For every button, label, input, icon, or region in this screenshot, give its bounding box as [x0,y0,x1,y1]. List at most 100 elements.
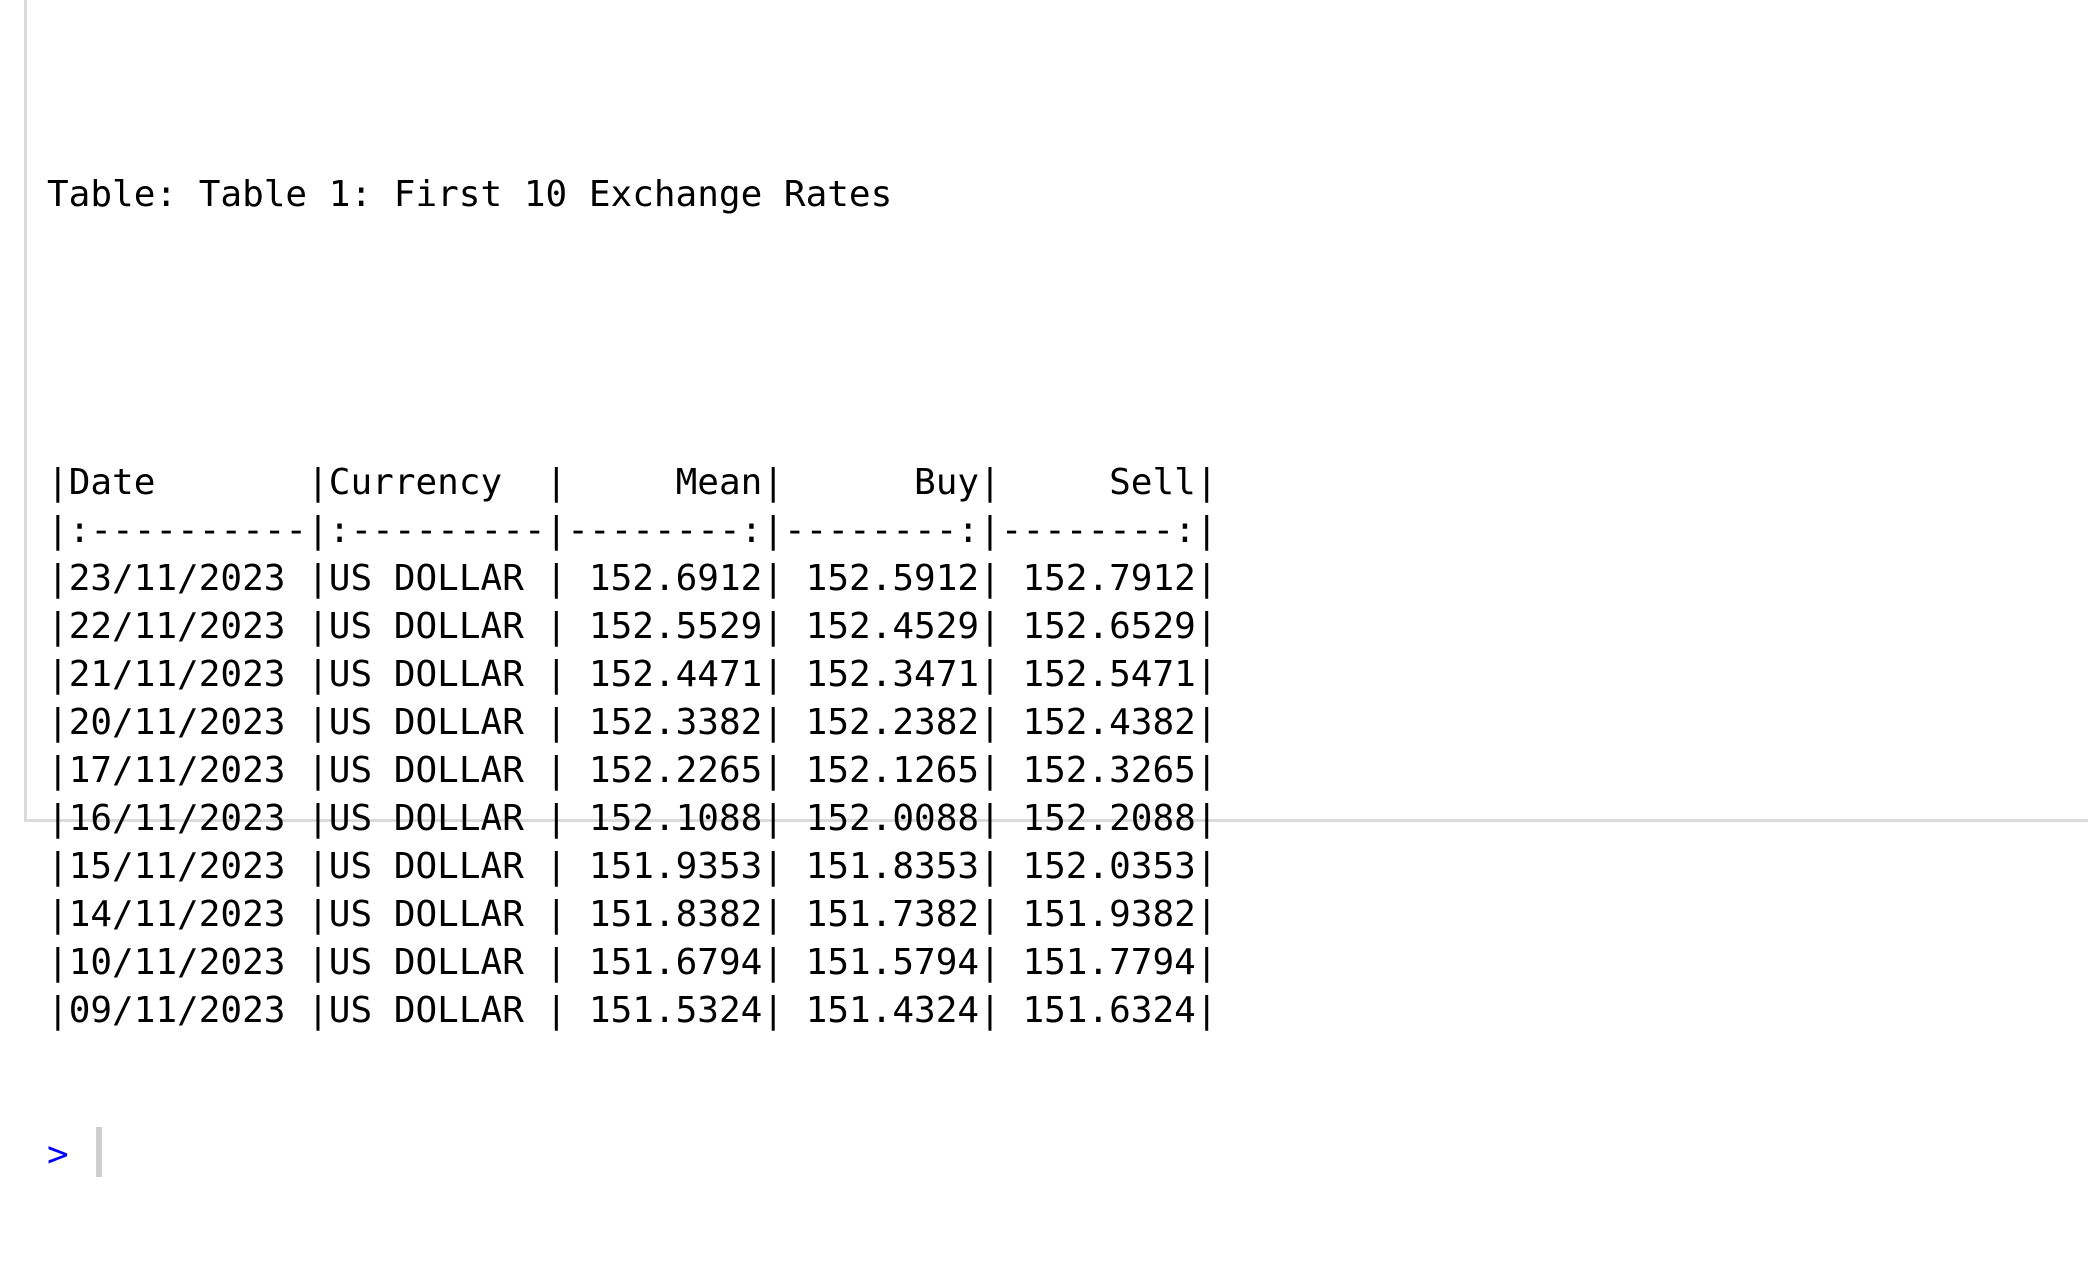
table-cell: 17/11/2023 [68,750,308,791]
text-cursor [96,1127,102,1177]
table-pipe: | [545,606,568,647]
table-cell: 152.4471 [567,654,763,695]
table-cell: Buy [784,462,980,503]
table-pipe: | [1195,702,1218,743]
table-separator-row: |:----------|:---------|--------:|------… [47,507,1218,555]
table-pipe: | [1195,798,1218,839]
table-pipe: | [47,606,69,647]
table-cell: 152.0353 [1000,846,1196,887]
table-cell: 152.6912 [567,558,763,599]
table-cell: US DOLLAR [328,558,546,599]
table-pipe: | [762,798,784,839]
table-row: |22/11/2023 |US DOLLAR | 152.5529| 152.4… [47,603,1218,651]
table-cell: 20/11/2023 [68,702,308,743]
table-cell: 151.6324 [1000,990,1196,1031]
table-row: |16/11/2023 |US DOLLAR | 152.1088| 152.0… [47,795,1218,843]
table-pipe: | [762,846,784,887]
table-pipe: | [762,558,784,599]
table-pipe: | [47,510,69,551]
table-cell: 14/11/2023 [68,894,308,935]
markdown-table: |Date |Currency | Mean| Buy| Sell| |:----… [47,459,1218,1035]
table-pipe: | [307,942,329,983]
table-pipe: | [307,990,329,1031]
table-pipe: | [979,750,1001,791]
table-row: |14/11/2023 |US DOLLAR | 151.8382| 151.7… [47,891,1218,939]
table-pipe: | [762,750,784,791]
table-pipe: | [545,558,568,599]
table-pipe: | [762,462,784,503]
table-pipe: | [47,846,69,887]
table-pipe: | [762,894,784,935]
table-cell: --------: [784,510,980,551]
table-pipe: | [545,894,568,935]
table-cell: US DOLLAR [328,702,546,743]
table-cell: Mean [567,462,763,503]
table-cell: 152.1088 [567,798,763,839]
table-cell: 151.8382 [567,894,763,935]
table-cell: 151.7794 [1000,942,1196,983]
table-cell: US DOLLAR [328,750,546,791]
table-cell: 152.6529 [1000,606,1196,647]
table-pipe: | [979,846,1001,887]
table-pipe: | [545,462,568,503]
table-cell: 151.9353 [567,846,763,887]
table-cell: 21/11/2023 [68,654,308,695]
console-output: Table: Table 1: First 10 Exchange Rates … [47,75,1218,1275]
table-row: |17/11/2023 |US DOLLAR | 152.2265| 152.1… [47,747,1218,795]
table-cell: US DOLLAR [328,798,546,839]
table-pipe: | [545,750,568,791]
prompt-symbol: > [47,1134,69,1175]
table-cell: 22/11/2023 [68,606,308,647]
table-cell: 152.7912 [1000,558,1196,599]
table-cell: 151.5794 [784,942,980,983]
table-pipe: | [307,462,329,503]
table-pipe: | [762,510,784,551]
table-cell: 152.3382 [567,702,763,743]
table-pipe: | [979,894,1001,935]
table-pipe: | [979,990,1001,1031]
table-cell: 152.4382 [1000,702,1196,743]
table-pipe: | [545,654,568,695]
table-row: |23/11/2023 |US DOLLAR | 152.6912| 152.5… [47,555,1218,603]
table-pipe: | [307,750,329,791]
table-pipe: | [1195,942,1218,983]
table-cell: US DOLLAR [328,654,546,695]
table-pipe: | [979,558,1001,599]
table-pipe: | [979,798,1001,839]
table-pipe: | [979,654,1001,695]
table-pipe: | [307,606,329,647]
table-pipe: | [762,990,784,1031]
table-pipe: | [47,798,69,839]
table-cell: 15/11/2023 [68,846,308,887]
table-cell: 16/11/2023 [68,798,308,839]
table-cell: 152.5471 [1000,654,1196,695]
table-pipe: | [1195,606,1218,647]
table-pipe: | [979,702,1001,743]
table-cell: --------: [1000,510,1196,551]
table-pipe: | [979,942,1001,983]
table-pipe: | [307,558,329,599]
table-pipe: | [307,894,329,935]
table-cell: :---------- [68,510,308,551]
table-pipe: | [762,654,784,695]
table-pipe: | [47,702,69,743]
table-pipe: | [47,990,69,1031]
table-cell: :--------- [328,510,546,551]
table-row: |10/11/2023 |US DOLLAR | 151.6794| 151.5… [47,939,1218,987]
table-pipe: | [307,654,329,695]
table-pipe: | [545,942,568,983]
table-cell: US DOLLAR [328,990,546,1031]
console-prompt-line[interactable]: > [47,1127,1218,1179]
table-cell: 151.9382 [1000,894,1196,935]
table-pipe: | [979,510,1001,551]
console-pane[interactable]: Table: Table 1: First 10 Exchange Rates … [24,0,2088,1177]
table-pipe: | [1195,990,1218,1031]
table-cell: 151.6794 [567,942,763,983]
table-pipe: | [1195,510,1218,551]
table-pipe: | [1195,894,1218,935]
table-pipe: | [47,894,69,935]
table-pipe: | [979,606,1001,647]
table-pipe: | [762,606,784,647]
table-cell: Sell [1000,462,1196,503]
table-cell: 152.5529 [567,606,763,647]
